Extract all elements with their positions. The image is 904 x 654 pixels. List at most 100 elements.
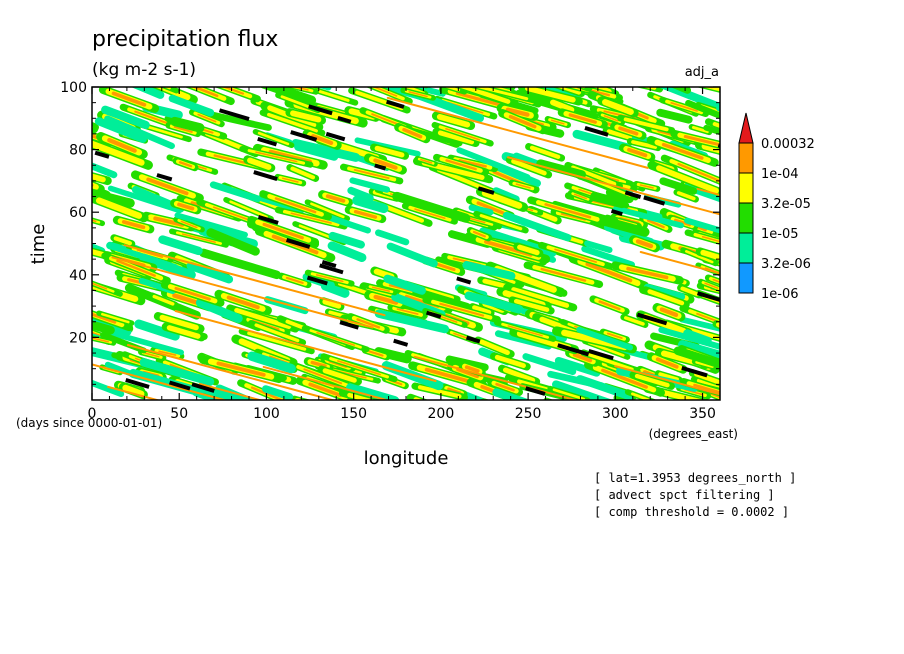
x-axis-units: (degrees_east): [649, 427, 738, 441]
streak-core: [712, 278, 720, 283]
streak-mid: [286, 77, 306, 84]
streak-outer: [247, 351, 296, 374]
streak-outer: [92, 121, 99, 132]
streak-core: [445, 127, 481, 141]
streak: [96, 132, 148, 159]
streak-mid: [229, 200, 268, 219]
streak-outer: [158, 235, 203, 256]
streak-outer: [492, 187, 520, 203]
y-tick-label: 20: [69, 330, 87, 346]
streak: [605, 187, 634, 204]
streak: [480, 398, 491, 400]
streak-core: [173, 125, 193, 133]
streak: [92, 171, 112, 186]
streak-outer: [492, 388, 531, 400]
streak-core: [371, 113, 401, 126]
streak: [387, 304, 428, 320]
streak-outer: [605, 187, 634, 204]
streak-core: [353, 209, 378, 219]
propagating-band: [126, 344, 336, 400]
streak-core: [136, 249, 163, 258]
streak-outer: [539, 87, 556, 92]
threshold-exceedance: [321, 259, 337, 268]
streak-core: [661, 142, 704, 160]
streak-core: [606, 332, 623, 339]
threshold-exceedance: [681, 365, 708, 378]
streak-core: [544, 203, 592, 219]
streak: [364, 153, 407, 175]
streak-outer: [547, 370, 605, 390]
colorbar-swatch: [738, 172, 754, 204]
run-label: adj_a: [685, 65, 719, 80]
streak-mid: [347, 392, 376, 400]
streak: [505, 156, 553, 179]
streak: [432, 127, 480, 148]
streak-core: [464, 365, 480, 373]
threshold-exceedance: [374, 163, 387, 171]
streak: [346, 383, 400, 400]
streak: [656, 108, 693, 124]
streak-outer: [684, 217, 720, 234]
streak: [92, 280, 123, 297]
streak: [107, 243, 179, 271]
streak: [92, 138, 153, 170]
streak: [361, 346, 391, 361]
streak-core: [515, 183, 531, 189]
streak: [101, 252, 171, 285]
streak-core: [379, 73, 415, 83]
streak-core: [371, 286, 390, 292]
streak: [639, 214, 673, 233]
streak-outer: [374, 309, 450, 334]
streak: [547, 385, 591, 400]
streak: [209, 181, 262, 203]
streak: [586, 87, 620, 99]
streak-core: [601, 368, 648, 389]
streak-core: [325, 194, 346, 203]
streak-mid: [417, 385, 462, 399]
annotation-line: [ advect spct filtering ]: [594, 488, 775, 502]
streak-outer: [536, 159, 587, 180]
streak-core: [670, 102, 698, 112]
streak: [412, 287, 472, 312]
streak: [580, 349, 641, 375]
threshold-exceedance: [168, 380, 191, 391]
streak-outer: [576, 326, 634, 351]
streak-mid: [676, 191, 696, 201]
streak-core: [674, 218, 692, 227]
streak: [629, 371, 675, 390]
streak-mid: [478, 339, 510, 356]
streak: [498, 364, 541, 386]
x-tick-label: 200: [428, 406, 455, 422]
streak-core: [635, 239, 654, 249]
propagating-band: [413, 355, 579, 400]
streak-core: [508, 114, 537, 129]
streak-mid: [234, 307, 292, 330]
precip-field: [63, 73, 720, 400]
streak: [492, 187, 520, 203]
streak-core: [373, 294, 399, 305]
streak: [572, 129, 633, 153]
streak: [261, 385, 294, 400]
streak-core: [308, 382, 343, 398]
annotation-line: [ comp threshold = 0.0002 ]: [594, 505, 789, 519]
streak-outer: [139, 358, 215, 386]
threshold-exceedance: [643, 195, 666, 206]
streak-outer: [346, 383, 400, 400]
streak-outer: [480, 398, 491, 400]
streak: [320, 353, 398, 383]
streak-core: [585, 262, 633, 283]
streak-outer: [94, 117, 147, 143]
streak-core: [408, 91, 428, 98]
streak: [554, 356, 601, 377]
streak: [346, 313, 390, 334]
streak: [684, 217, 720, 234]
streak: [584, 360, 665, 397]
streak-core: [603, 115, 619, 122]
streak: [462, 260, 516, 280]
annotation-line: [ lat=1.3953 degrees_north ]: [594, 471, 796, 485]
streak: [92, 121, 99, 132]
streak-core: [532, 80, 547, 85]
streak: [63, 247, 85, 254]
streak-core: [310, 360, 327, 368]
